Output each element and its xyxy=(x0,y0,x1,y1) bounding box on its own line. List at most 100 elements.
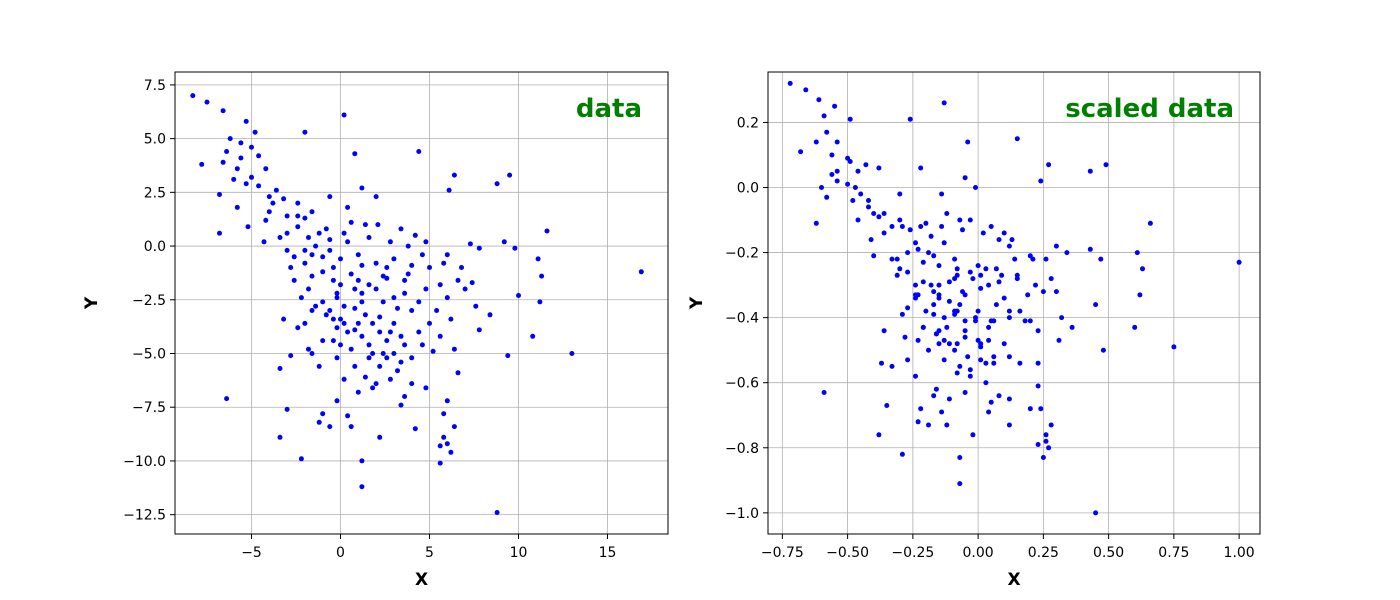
data-point xyxy=(866,204,871,210)
data-point xyxy=(476,245,482,251)
x-tick-label: 5 xyxy=(425,545,434,561)
data-point xyxy=(899,224,905,229)
data-point xyxy=(273,187,279,193)
data-point xyxy=(320,338,326,344)
data-point xyxy=(284,230,290,236)
data-point xyxy=(967,367,973,373)
data-point xyxy=(437,443,443,449)
data-point xyxy=(957,455,963,460)
data-point xyxy=(402,342,408,348)
data-point xyxy=(978,344,984,350)
data-point xyxy=(398,333,404,339)
data-point xyxy=(451,424,457,430)
data-point xyxy=(894,272,900,278)
data-point xyxy=(975,308,981,314)
data-point xyxy=(469,280,475,286)
data-point xyxy=(913,295,918,301)
data-point xyxy=(334,325,340,331)
data-point xyxy=(444,252,450,258)
data-point xyxy=(915,337,921,343)
data-point xyxy=(220,159,226,165)
data-point xyxy=(1053,289,1059,295)
data-point xyxy=(913,373,918,379)
data-point xyxy=(905,357,911,363)
data-point xyxy=(391,320,397,326)
data-point xyxy=(306,346,311,352)
y-axis-label: Y xyxy=(687,296,707,310)
data-point xyxy=(224,149,230,154)
data-point xyxy=(1009,237,1015,243)
data-point xyxy=(416,299,422,305)
data-point xyxy=(920,279,926,285)
data-point xyxy=(373,260,379,266)
data-point xyxy=(965,354,971,360)
data-point xyxy=(355,389,361,395)
data-point xyxy=(965,139,971,145)
data-point xyxy=(1006,308,1012,314)
data-point xyxy=(245,224,251,230)
data-point xyxy=(944,324,950,330)
data-point xyxy=(884,403,890,408)
x-tick-label: 1.00 xyxy=(1224,545,1255,561)
data-point xyxy=(1027,318,1033,324)
data-point xyxy=(252,129,258,135)
data-point xyxy=(277,434,283,440)
data-point xyxy=(960,227,965,233)
data-point xyxy=(416,149,422,154)
data-point xyxy=(380,299,386,305)
data-point xyxy=(798,149,804,155)
data-point xyxy=(234,204,240,210)
data-point xyxy=(359,333,365,339)
y-tick-label: 5.0 xyxy=(144,132,166,148)
data-point xyxy=(345,204,351,210)
data-point xyxy=(944,422,950,428)
data-point xyxy=(913,282,918,288)
data-point xyxy=(313,303,319,309)
data-point xyxy=(359,299,365,305)
chart-title: data xyxy=(576,94,642,124)
data-point xyxy=(448,316,454,322)
axes-frame xyxy=(174,71,669,535)
data-point xyxy=(787,80,793,86)
data-point xyxy=(327,424,333,430)
y-tick-label: −7.5 xyxy=(132,400,166,416)
data-point xyxy=(1040,289,1046,295)
data-point xyxy=(957,302,963,308)
data-point xyxy=(988,399,994,405)
data-point xyxy=(897,266,903,272)
data-point xyxy=(416,329,422,335)
data-point xyxy=(366,282,372,288)
data-point xyxy=(941,357,947,363)
data-point xyxy=(231,176,237,182)
data-point xyxy=(444,295,450,301)
data-point xyxy=(855,217,861,223)
data-point xyxy=(391,256,397,262)
data-point xyxy=(459,265,464,270)
data-point xyxy=(894,256,900,262)
data-point xyxy=(905,250,911,256)
data-point xyxy=(978,285,984,291)
data-point xyxy=(341,376,347,382)
y-tick-label: 7.5 xyxy=(144,78,166,94)
data-point xyxy=(387,376,393,382)
x-tick-label: 0 xyxy=(336,545,345,561)
data-point xyxy=(946,298,952,304)
data-point xyxy=(946,396,952,402)
data-point xyxy=(899,311,905,317)
data-point xyxy=(824,129,830,135)
data-point xyxy=(295,325,301,331)
data-point xyxy=(281,196,287,202)
data-point xyxy=(512,245,518,251)
data-point xyxy=(345,239,351,245)
data-point xyxy=(348,271,354,277)
data-point xyxy=(320,254,326,260)
data-point xyxy=(316,230,322,236)
x-tick-label: −5 xyxy=(241,545,262,561)
data-point xyxy=(1006,315,1012,321)
data-point xyxy=(1147,220,1153,226)
data-point xyxy=(918,165,924,171)
data-point xyxy=(952,256,958,262)
data-point xyxy=(370,385,376,391)
data-point xyxy=(243,118,249,124)
data-point xyxy=(355,252,361,258)
